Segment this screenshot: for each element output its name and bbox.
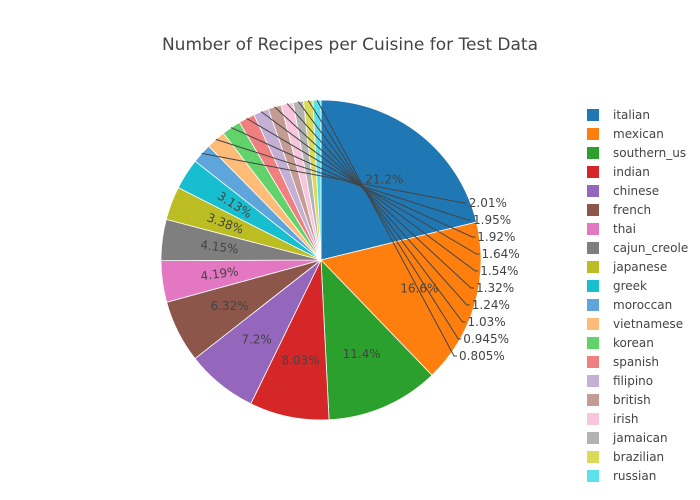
slice-label-chinese: 7.2%	[241, 333, 272, 347]
legend-item-chinese[interactable]: chinese	[587, 184, 659, 198]
pie-slice-italian[interactable]	[320, 99, 477, 261]
legend-item-thai[interactable]: thai	[587, 222, 636, 236]
legend-label-chinese: chinese	[613, 184, 659, 198]
legend-label-jamaican: jamaican	[612, 431, 668, 445]
slice-label-thai: 4.19%	[200, 264, 240, 283]
legend-item-vietnamese[interactable]: vietnamese	[587, 317, 683, 331]
slice-label-cajun-creole: 4.15%	[200, 238, 240, 257]
chart-title: Number of Recipes per Cuisine for Test D…	[162, 35, 538, 55]
leader-line-jamaican	[297, 101, 466, 323]
leader-line-moroccan	[201, 152, 467, 204]
legend-item-japanese[interactable]: japanese	[587, 260, 667, 274]
legend-label-filipino: filipino	[613, 374, 653, 388]
legend-label-greek: greek	[613, 279, 647, 293]
legend-swatch-vietnamese	[587, 318, 599, 330]
legend-swatch-japanese	[587, 261, 599, 273]
leader-line-vietnamese	[215, 138, 471, 221]
legend-item-russian[interactable]: russian	[587, 469, 656, 483]
legend-item-french[interactable]: french	[587, 203, 651, 217]
legend-item-moroccan[interactable]: moroccan	[587, 298, 672, 312]
slice-label-jamaican: 1.03%	[468, 315, 506, 329]
legend-item-korean[interactable]: korean	[587, 336, 654, 350]
slice-label-french: 6.32%	[210, 299, 248, 313]
legend-label-thai: thai	[613, 222, 636, 236]
legend-label-italian: italian	[613, 108, 650, 122]
slice-label-irish: 1.24%	[472, 298, 510, 312]
legend-swatch-british	[587, 394, 599, 406]
slice-labels: 21.2%16.6%11.4%8.03%7.2%6.32%4.19%4.15%3…	[200, 99, 520, 367]
legend-label-korean: korean	[613, 336, 654, 350]
slice-label-mexican: 16.6%	[400, 282, 438, 296]
leader-line-filipino	[260, 111, 479, 272]
legend-label-japanese: japanese	[612, 260, 667, 274]
legend-swatch-french	[587, 204, 599, 216]
slice-label-southern-us: 11.4%	[343, 347, 381, 361]
legend-swatch-filipino	[587, 375, 599, 387]
legend-swatch-chinese	[587, 185, 599, 197]
legend-item-filipino[interactable]: filipino	[587, 374, 653, 388]
legend-label-russian: russian	[613, 469, 656, 483]
legend-item-spanish[interactable]: spanish	[587, 355, 659, 369]
legend-label-french: french	[613, 203, 651, 217]
legend-label-irish: irish	[613, 412, 638, 426]
legend-swatch-cajun-creole	[587, 242, 599, 254]
slice-label-filipino: 1.54%	[480, 264, 518, 278]
legend-swatch-moroccan	[587, 299, 599, 311]
legend-item-mexican[interactable]: mexican	[587, 127, 664, 141]
legend-label-moroccan: moroccan	[613, 298, 672, 312]
legend-swatch-italian	[587, 109, 599, 121]
legend-swatch-indian	[587, 166, 599, 178]
leader-line-russian	[316, 99, 457, 357]
legend-swatch-greek	[587, 280, 599, 292]
legend-item-indian[interactable]: indian	[587, 165, 650, 179]
legend-swatch-irish	[587, 413, 599, 425]
legend-label-british: british	[613, 393, 651, 407]
legend-label-southern-us: southern_us	[613, 146, 686, 160]
legend-swatch-thai	[587, 223, 599, 235]
legend-swatch-mexican	[587, 128, 599, 140]
legend-swatch-brazilian	[587, 451, 599, 463]
legend-label-brazilian: brazilian	[613, 450, 664, 464]
legend-item-jamaican[interactable]: jamaican	[587, 431, 668, 445]
slice-label-british: 1.32%	[476, 281, 514, 295]
slice-label-brazilian: 0.945%	[463, 332, 509, 346]
legend-item-southern-us[interactable]: southern_us	[587, 146, 686, 160]
leader-line-british	[274, 106, 474, 289]
legend-swatch-jamaican	[587, 432, 599, 444]
legend-swatch-korean	[587, 337, 599, 349]
leader-line-korean	[230, 127, 476, 238]
legend-label-spanish: spanish	[613, 355, 659, 369]
legend-item-cajun-creole[interactable]: cajun_creole	[587, 241, 688, 255]
leader-line-brazilian	[307, 100, 462, 340]
slice-label-vietnamese: 1.95%	[473, 213, 511, 227]
legend-label-vietnamese: vietnamese	[613, 317, 683, 331]
slice-label-moroccan: 2.01%	[469, 196, 507, 210]
legend-swatch-russian	[587, 470, 599, 482]
pie-slice-southern-us[interactable]	[320, 258, 433, 421]
legend-item-irish[interactable]: irish	[587, 412, 638, 426]
legend-label-indian: indian	[613, 165, 650, 179]
slice-label-indian: 8.03%	[281, 353, 319, 367]
legend-item-italian[interactable]: italian	[587, 108, 650, 122]
legend-swatch-southern-us	[587, 147, 599, 159]
leader-line-spanish	[246, 117, 480, 255]
legend-item-greek[interactable]: greek	[587, 279, 647, 293]
slice-label-spanish: 1.64%	[482, 247, 520, 261]
legend-swatch-spanish	[587, 356, 599, 368]
slice-label-russian: 0.805%	[459, 349, 505, 363]
pie-slices	[160, 99, 482, 421]
slice-label-italian: 21.2%	[365, 173, 403, 187]
legend-label-mexican: mexican	[613, 127, 664, 141]
slice-label-korean: 1.92%	[477, 230, 515, 244]
legend-label-cajun-creole: cajun_creole	[613, 241, 688, 255]
legend-item-british[interactable]: british	[587, 393, 651, 407]
legend-item-brazilian[interactable]: brazilian	[587, 450, 664, 464]
leader-line-irish	[286, 103, 470, 306]
